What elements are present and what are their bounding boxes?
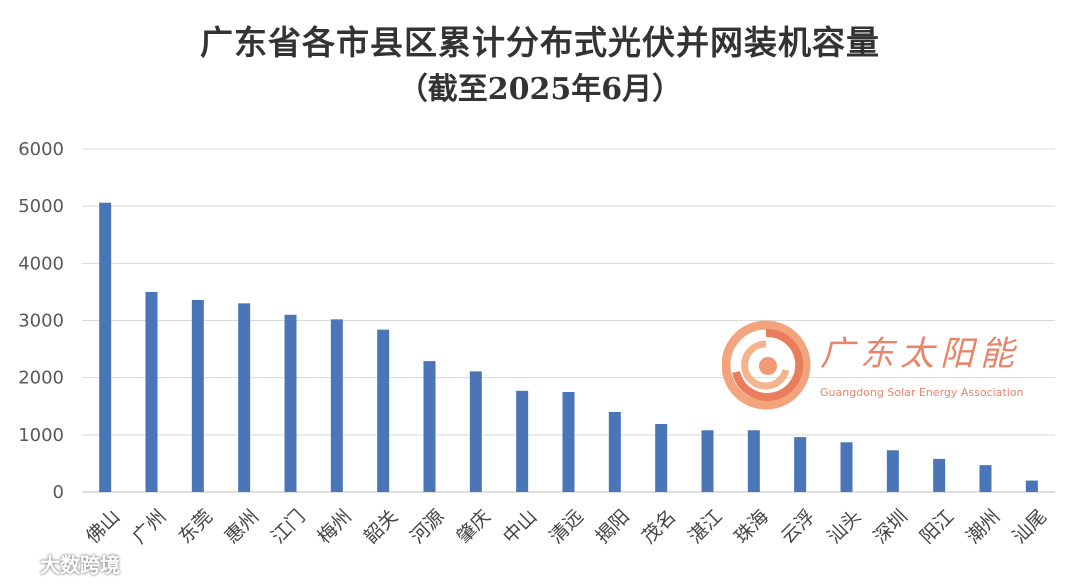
x-tick-label: 江门	[267, 506, 309, 548]
logo-name-cn: 广东太阳能	[820, 334, 1020, 374]
bar-14	[747, 430, 760, 492]
bar-2	[191, 299, 204, 492]
bar-12	[655, 423, 668, 492]
y-axis-ticks: 0 1000 2000 3000 4000 5000 6000	[18, 139, 64, 503]
y-tick-label: 6000	[18, 139, 64, 160]
x-tick-label: 珠海	[731, 506, 773, 548]
x-tick-label: 佛山	[82, 506, 124, 548]
bar-0	[99, 202, 112, 492]
x-tick-label: 茂名	[638, 506, 680, 548]
x-tick-label: 广州	[128, 506, 170, 548]
spiral-sun-icon	[722, 320, 811, 410]
bar-8	[469, 371, 482, 492]
x-tick-label: 韶关	[360, 506, 402, 548]
x-tick-label: 湛江	[684, 506, 726, 548]
bar-1	[145, 291, 158, 492]
x-tick-label: 中山	[499, 506, 541, 548]
bar-9	[516, 390, 529, 492]
watermark-text: 大数跨境	[40, 553, 120, 577]
infinity-icon	[10, 560, 34, 573]
logo-name-en: Guangdong Solar Energy Association	[820, 386, 1024, 399]
bar-4	[284, 314, 297, 492]
x-tick-label: 深圳	[870, 506, 912, 548]
x-tick-label: 揭阳	[592, 506, 634, 548]
bars	[99, 202, 1038, 492]
bar-7	[423, 361, 436, 492]
bar-13	[701, 430, 714, 492]
bar-18	[933, 458, 946, 492]
y-tick-label: 5000	[18, 196, 64, 217]
x-tick-label: 梅州	[314, 506, 356, 548]
y-tick-label: 4000	[18, 253, 64, 274]
bar-15	[794, 437, 807, 492]
x-tick-label: 云浮	[777, 506, 819, 548]
bar-16	[840, 442, 853, 492]
bar-20	[1025, 480, 1038, 492]
x-tick-label: 潮州	[962, 506, 1004, 548]
y-tick-label: 2000	[18, 368, 64, 389]
bar-11	[608, 411, 621, 492]
x-tick-label: 清远	[545, 506, 587, 548]
y-tick-label: 0	[53, 482, 64, 503]
x-tick-label: 肇庆	[453, 506, 495, 548]
bar-19	[979, 465, 992, 492]
x-axis-labels: 佛山 广州 东莞 惠州 江门 梅州 韶关 河源 肇庆 中山 清远 揭阳 茂名 湛江 珠海 云浮 汕头 深圳 阳江 潮州…	[82, 506, 1051, 548]
chart-subtitle: （截至2025年6月）	[397, 72, 683, 107]
x-tick-label: 东莞	[175, 506, 217, 548]
x-tick-label: 河源	[406, 506, 448, 548]
bar-3	[238, 303, 251, 492]
watermark: 大数跨境	[8, 549, 120, 578]
association-logo: 广东太阳能 Guangdong Solar Energy Association	[722, 320, 1052, 410]
x-tick-label: 惠州	[221, 506, 263, 548]
x-tick-label: 汕尾	[1009, 506, 1051, 548]
chart-title: 广东省各市县区累计分布式光伏并网装机容量	[200, 23, 880, 62]
bar-10	[562, 391, 575, 492]
bar-17	[886, 450, 899, 492]
bar-5	[330, 319, 343, 492]
bar-6	[377, 329, 390, 492]
y-tick-label: 3000	[18, 311, 64, 332]
x-tick-label: 阳江	[916, 506, 958, 548]
y-tick-label: 1000	[18, 425, 64, 446]
x-tick-label: 汕头	[823, 506, 865, 548]
